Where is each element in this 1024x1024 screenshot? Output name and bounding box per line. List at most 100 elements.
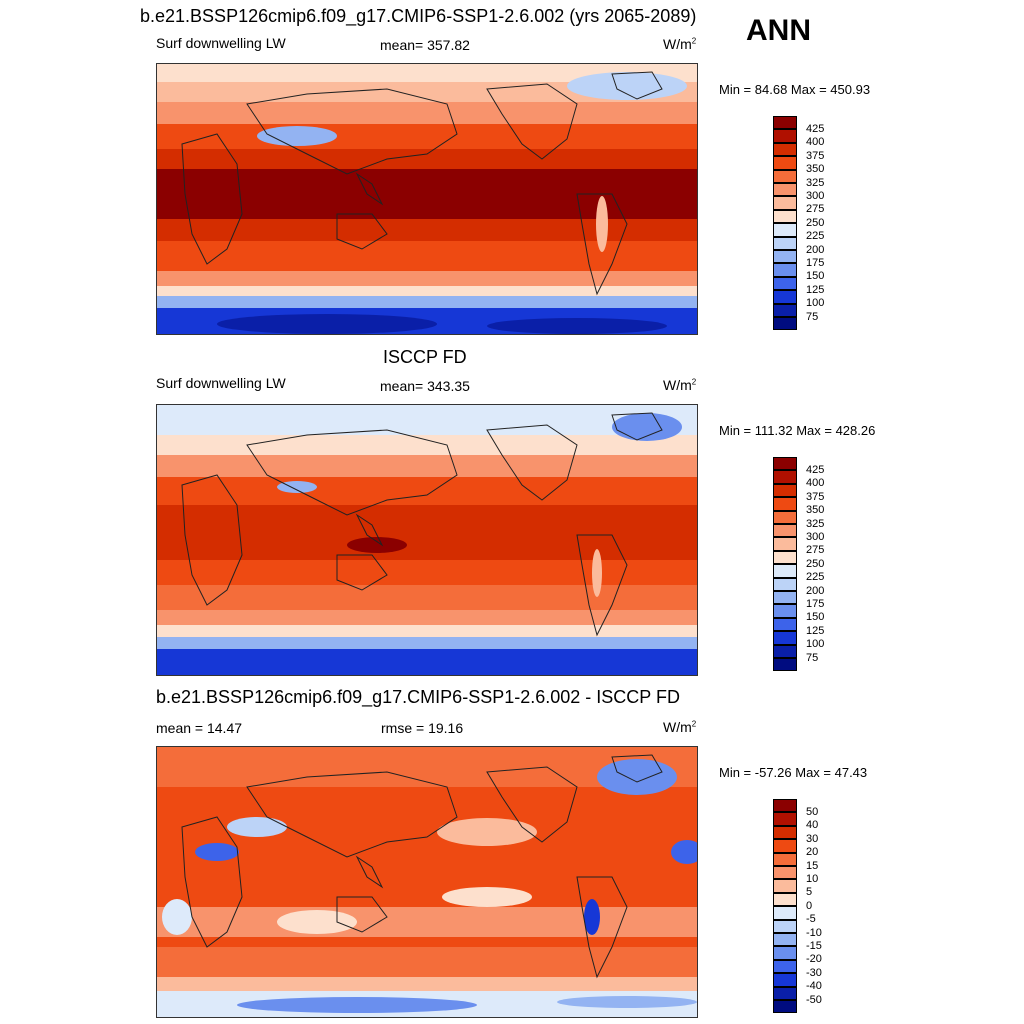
colorbar-tick: 75 (806, 310, 819, 323)
colorbar-tick: 225 (806, 571, 825, 584)
panel-1-map (156, 63, 698, 335)
colorbar-tick: 200 (806, 243, 825, 256)
colorbar-tick: 100 (806, 297, 825, 310)
colorbar-tick: 150 (806, 611, 825, 624)
colorbar-tick: 275 (806, 203, 825, 216)
panel-3-rmse: rmse = 19.16 (381, 720, 464, 736)
colorbar-swatch (773, 644, 797, 658)
panel-3-minmax: Min = -57.26 Max = 47.43 (719, 765, 868, 780)
colorbar-tick: 350 (806, 163, 825, 176)
colorbar-swatch (773, 524, 797, 538)
season-label: ANN (746, 14, 811, 47)
colorbar-swatch (773, 183, 797, 197)
colorbar-swatch (773, 169, 797, 183)
colorbar-tick: -20 (806, 953, 822, 966)
colorbar-swatch (773, 631, 797, 645)
colorbar-tick: 175 (806, 257, 825, 269)
colorbar-tick: 425 (806, 123, 825, 135)
colorbar-tick: -5 (806, 913, 816, 926)
colorbar-swatch (773, 879, 797, 893)
colorbar-swatch (773, 933, 797, 947)
colorbar-swatch (773, 510, 797, 524)
panel-1-title: b.e21.BSSP126cmip6.f09_g17.CMIP6-SSP1-2.… (140, 6, 697, 26)
colorbar-tick: 125 (806, 283, 825, 296)
panel-1-units: W/m2 (663, 36, 697, 52)
colorbar-swatch (773, 959, 797, 974)
panel-1-colorbar: 425 400 375 350 325 300 275 250 225 200 … (773, 116, 824, 331)
colorbar-swatch (773, 658, 797, 672)
colorbar-swatch (773, 892, 797, 907)
colorbar-swatch (773, 919, 797, 933)
panel-3-map (156, 746, 698, 1018)
colorbar-tick: 375 (806, 490, 825, 503)
colorbar-tick: 175 (806, 598, 825, 610)
colorbar-swatch (773, 483, 797, 498)
colorbar-tick: 125 (806, 624, 825, 637)
colorbar-tick: -10 (806, 926, 822, 939)
colorbar-tick: 75 (806, 651, 819, 664)
colorbar-tick: 50 (806, 806, 819, 818)
colorbar-tick: 300 (806, 190, 825, 202)
colorbar-tick: 100 (806, 638, 825, 651)
colorbar-swatch (773, 825, 797, 840)
colorbar-swatch (773, 986, 797, 1000)
panel-1-minmax: Min = 84.68 Max = 450.93 (719, 82, 871, 97)
colorbar-tick: 200 (806, 584, 825, 597)
colorbar-swatch (773, 317, 797, 331)
colorbar-tick: 325 (806, 517, 825, 530)
panel-2-minmax: Min = 111.32 Max = 428.26 (719, 423, 876, 438)
colorbar-swatch (773, 497, 797, 511)
colorbar-tick: 275 (806, 544, 825, 557)
colorbar-tick: 350 (806, 504, 825, 517)
colorbar-swatch (773, 263, 797, 277)
colorbar-swatch (773, 457, 797, 471)
colorbar-tick: 40 (806, 819, 819, 832)
panel-3-colorbar: 50 40 30 20 15 10 5 0 -5 -10 -15 -20 -30… (773, 799, 822, 1014)
panel-2-title: ISCCP FD (383, 347, 467, 367)
colorbar-tick: 20 (806, 846, 819, 859)
panel-3-mean: mean = 14.47 (156, 720, 243, 736)
colorbar-tick: 225 (806, 230, 825, 243)
colorbar-swatch (773, 617, 797, 632)
colorbar-swatch (773, 866, 797, 880)
colorbar-swatch (773, 236, 797, 250)
panel-3-units: W/m2 (663, 719, 697, 735)
colorbar-tick: 10 (806, 873, 819, 885)
panel-2-colorbar: 425 400 375 350 325 300 275 250 225 200 … (773, 457, 824, 672)
colorbar-tick: 150 (806, 270, 825, 283)
colorbar-swatch (773, 852, 797, 866)
colorbar-swatch (773, 209, 797, 224)
colorbar-tick: 250 (806, 557, 825, 570)
colorbar-tick: 250 (806, 216, 825, 229)
colorbar-swatch (773, 591, 797, 605)
colorbar-swatch (773, 470, 797, 484)
panel-1-left-label: Surf downwelling LW (156, 35, 286, 51)
colorbar-swatch (773, 973, 797, 987)
colorbar-tick: 5 (806, 886, 813, 899)
colorbar-swatch (773, 564, 797, 578)
panel-2-left-label: Surf downwelling LW (156, 375, 286, 391)
colorbar-swatch (773, 303, 797, 317)
colorbar-swatch (773, 812, 797, 826)
colorbar-swatch (773, 196, 797, 210)
colorbar-tick: 375 (806, 149, 825, 162)
colorbar-tick: -40 (806, 980, 822, 993)
colorbar-tick: 325 (806, 176, 825, 189)
colorbar-tick: -30 (806, 966, 822, 979)
colorbar-swatch (773, 276, 797, 291)
colorbar-swatch (773, 946, 797, 960)
colorbar-tick: 300 (806, 531, 825, 543)
colorbar-swatch (773, 839, 797, 853)
colorbar-swatch (773, 577, 797, 591)
colorbar-swatch (773, 1000, 797, 1014)
colorbar-swatch (773, 604, 797, 618)
colorbar-swatch (773, 906, 797, 920)
colorbar-swatch (773, 550, 797, 565)
colorbar-swatch (773, 290, 797, 304)
colorbar-tick: -50 (806, 993, 822, 1006)
panel-2-units: W/m2 (663, 377, 697, 393)
colorbar-swatch (773, 142, 797, 157)
colorbar-tick: -15 (806, 940, 822, 952)
colorbar-swatch (773, 116, 797, 130)
colorbar-tick: 400 (806, 477, 825, 490)
